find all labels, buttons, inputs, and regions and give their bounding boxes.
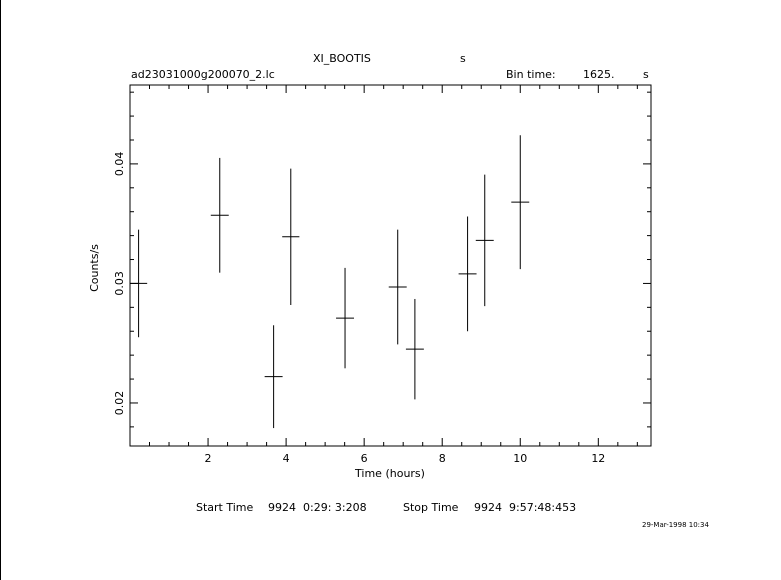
y-axis-label: Counts/s [88,244,101,292]
data-point [282,168,300,305]
x-tick-label: 2 [205,452,212,465]
data-point [458,216,477,332]
stop-time-value: 9924 9:57:48:453 [474,501,577,514]
x-tick-label: 6 [361,452,368,465]
bin-time-label: Bin time: [506,68,556,81]
bin-time-unit: s [643,68,649,81]
x-tick-label: 8 [439,452,446,465]
y-tick-label: 0.03 [113,271,126,296]
plot-title: XI_BOOTIS [313,52,371,65]
data-point [130,229,148,338]
filename-label: ad23031000g200070_2.lc [131,68,275,81]
data-point [388,229,407,345]
axis-ticks [130,85,651,446]
stop-time-label: Stop Time [403,501,459,514]
x-tick-label: 10 [513,452,527,465]
data-point [405,298,424,400]
x-tick-label: 4 [283,452,290,465]
data-point [264,325,283,429]
data-points [130,135,530,429]
x-tick-label: 12 [591,452,605,465]
data-point [336,267,355,369]
plot-frame [129,84,652,447]
start-time-value: 9924 0:29: 3:208 [268,501,367,514]
axis-tick-labels: 2 4 6 8 10 12 0.02 0.03 0.04 [113,152,605,465]
start-time-label: Start Time [196,501,254,514]
x-axis-label: Time (hours) [354,467,425,480]
bin-time-value: 1625. [583,68,615,81]
window-left-border [0,0,1,580]
y-tick-label: 0.02 [113,391,126,416]
data-point [210,157,229,273]
plot-title-suffix: s [460,52,466,65]
plot-timestamp: 29-Mar-1998 10:34 [642,521,709,529]
y-tick-label: 0.04 [113,152,126,177]
data-point [511,135,530,270]
data-point [475,174,494,307]
